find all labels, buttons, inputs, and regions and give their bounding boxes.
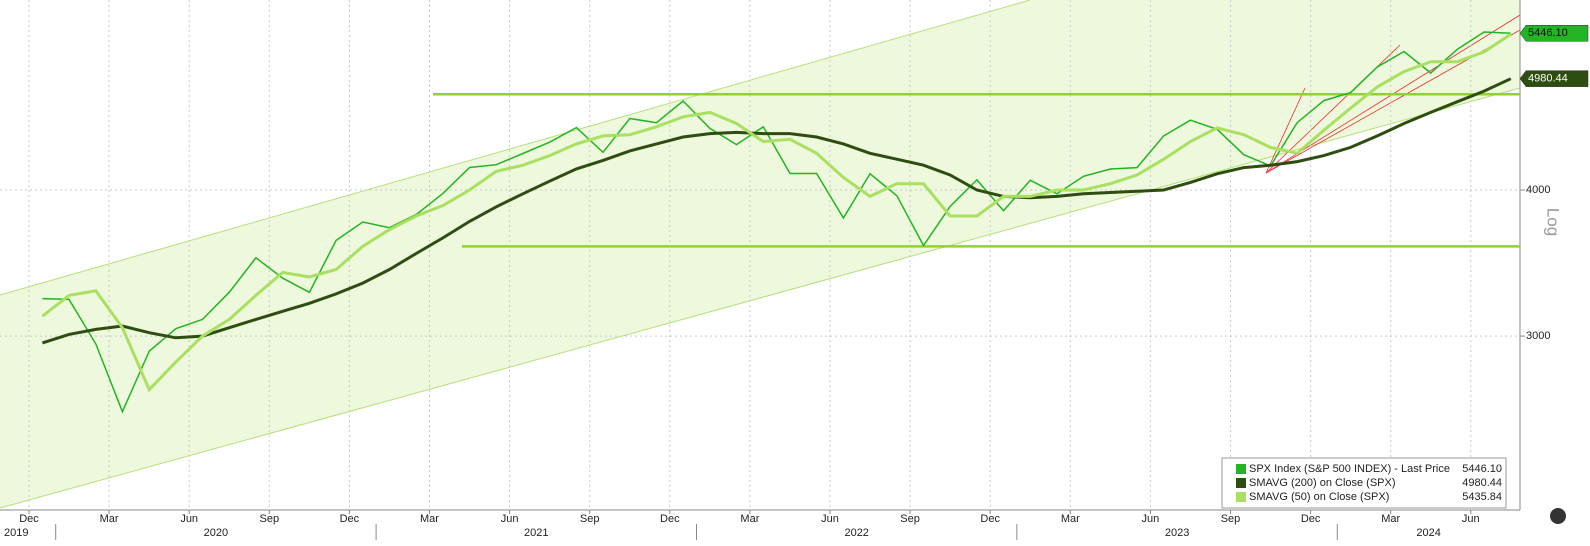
menu-button[interactable] xyxy=(1550,508,1566,524)
last-value-tag xyxy=(1519,25,1589,42)
legend-value: 5435.84 xyxy=(1462,491,1502,503)
x-tick-label: Sep xyxy=(900,513,920,525)
y-tick-label: 3000 xyxy=(1526,330,1550,342)
x-tick-label: Mar xyxy=(100,513,119,525)
series-line xyxy=(41,32,1512,393)
legend xyxy=(1221,457,1507,509)
x-tick-label: Dec xyxy=(660,513,680,525)
year-label: 2019 xyxy=(4,527,28,539)
x-tick-label: Mar xyxy=(1381,513,1400,525)
x-tick-label: Jun xyxy=(1462,513,1480,525)
x-tick-label: Dec xyxy=(19,513,39,525)
legend-swatch xyxy=(1236,492,1246,502)
legend-value: 4980.44 xyxy=(1462,477,1502,489)
x-tick-label: Mar xyxy=(1061,513,1080,525)
x-tick-label: Jun xyxy=(1142,513,1160,525)
y-tick-label: 4000 xyxy=(1526,184,1550,196)
year-label: 2024 xyxy=(1416,527,1440,539)
channel-lower xyxy=(0,87,1521,509)
legend-swatch xyxy=(1236,478,1246,488)
trend-channel xyxy=(0,0,1520,508)
series-line xyxy=(42,31,1511,414)
last-value-tag xyxy=(1519,70,1589,87)
y-axis-label: Log xyxy=(1544,208,1563,236)
year-label: 2020 xyxy=(204,527,228,539)
legend-label: SMAVG (200) on Close (SPX) xyxy=(1249,477,1396,489)
x-tick-label: Jun xyxy=(501,513,519,525)
x-tick-label: Mar xyxy=(420,513,439,525)
series-line xyxy=(41,77,1512,345)
x-tick-label: Dec xyxy=(1301,513,1321,525)
x-tick-label: Sep xyxy=(260,513,280,525)
trend-line xyxy=(1265,87,1306,174)
last-value-label: 5446.10 xyxy=(1528,27,1568,39)
legend-value: 5446.10 xyxy=(1462,463,1502,475)
x-tick-label: Sep xyxy=(580,513,600,525)
x-tick-label: Dec xyxy=(980,513,1000,525)
x-tick-label: Sep xyxy=(1221,513,1241,525)
channel-upper xyxy=(0,0,1031,296)
last-value-label: 4980.44 xyxy=(1528,73,1568,85)
legend-label: SMAVG (50) on Close (SPX) xyxy=(1249,491,1389,503)
legend-label: SPX Index (S&P 500 INDEX) - Last Price xyxy=(1249,463,1450,475)
year-label: 2021 xyxy=(524,527,548,539)
legend-swatch xyxy=(1236,464,1246,474)
year-label: 2023 xyxy=(1165,527,1189,539)
x-tick-label: Dec xyxy=(340,513,360,525)
x-tick-label: Jun xyxy=(821,513,839,525)
x-tick-label: Jun xyxy=(180,513,198,525)
x-tick-label: Mar xyxy=(740,513,759,525)
year-label: 2022 xyxy=(844,527,868,539)
